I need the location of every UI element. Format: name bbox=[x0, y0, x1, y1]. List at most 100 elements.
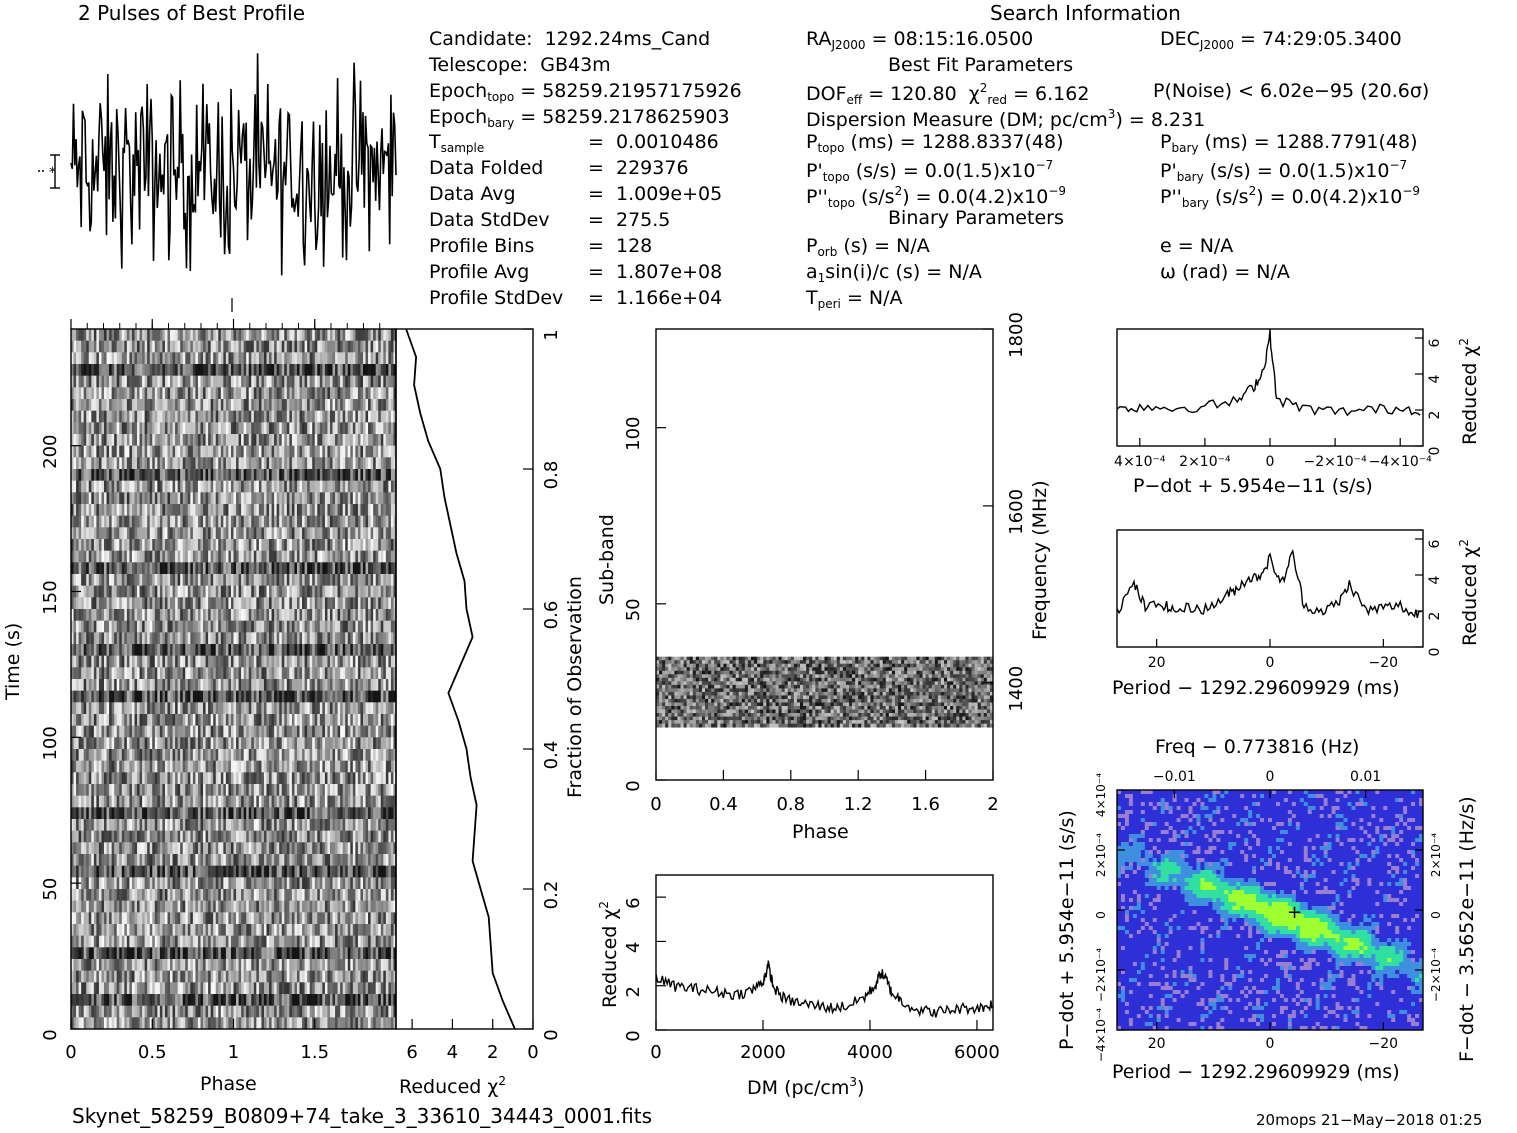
timephase-cell bbox=[266, 375, 270, 388]
timephase-cell bbox=[296, 457, 300, 470]
timephase-cell bbox=[104, 410, 107, 423]
timephase-cell bbox=[114, 644, 118, 657]
timephase-cell bbox=[253, 352, 257, 365]
timephase-cell bbox=[276, 527, 280, 540]
timephase-cell bbox=[342, 329, 346, 342]
timephase-cell bbox=[350, 597, 354, 610]
timephase-cell bbox=[218, 434, 222, 447]
timephase-cell bbox=[200, 480, 204, 493]
timephase-cell bbox=[200, 749, 204, 762]
timephase-cell bbox=[241, 562, 245, 575]
timephase-cell bbox=[357, 679, 361, 692]
timephase-cell bbox=[225, 597, 229, 610]
timephase-cell bbox=[106, 702, 110, 715]
timephase-cell bbox=[289, 422, 293, 435]
timephase-cell bbox=[83, 585, 87, 598]
timephase-cell bbox=[368, 469, 372, 482]
timephase-cell bbox=[390, 655, 394, 668]
timephase-cell bbox=[142, 737, 146, 750]
timephase-cell bbox=[116, 375, 120, 388]
timephase-cell bbox=[76, 504, 80, 517]
timephase-cell bbox=[116, 609, 120, 622]
timephase-cell bbox=[129, 434, 133, 447]
timephase-cell bbox=[223, 329, 227, 342]
timephase-cell bbox=[86, 352, 90, 365]
timephase-cell bbox=[352, 597, 356, 610]
timephase-cell bbox=[329, 772, 333, 785]
timephase-cell bbox=[370, 504, 374, 517]
timephase-cell bbox=[274, 760, 278, 773]
timephase-cell bbox=[286, 352, 290, 365]
timephase-cell bbox=[106, 597, 110, 610]
timephase-cell bbox=[368, 375, 372, 388]
timephase-cell bbox=[329, 574, 333, 587]
timephase-cell bbox=[93, 504, 97, 517]
timephase-cell bbox=[126, 632, 130, 645]
timephase-cell bbox=[258, 632, 262, 645]
timephase-cell bbox=[368, 364, 372, 377]
timephase-cell bbox=[271, 772, 275, 785]
timephase-cell bbox=[210, 749, 214, 762]
timephase-cell bbox=[134, 620, 138, 633]
timephase-cell bbox=[263, 714, 267, 727]
timephase-cell bbox=[104, 725, 107, 738]
timephase-cell bbox=[302, 574, 305, 587]
timephase-cell bbox=[243, 480, 247, 493]
timephase-cell bbox=[170, 457, 173, 470]
timephase-cell bbox=[345, 527, 349, 540]
timephase-cell bbox=[246, 772, 250, 785]
timephase-cell bbox=[195, 550, 199, 563]
timephase-cell bbox=[152, 749, 156, 762]
timephase-cell bbox=[236, 527, 239, 540]
timephase-cell bbox=[86, 387, 90, 400]
timephase-cell bbox=[195, 737, 199, 750]
timephase-cell bbox=[271, 655, 275, 668]
timephase-cell bbox=[335, 410, 338, 423]
timephase-cell bbox=[360, 352, 364, 365]
timephase-cell bbox=[119, 515, 123, 528]
timephase-cell bbox=[139, 504, 143, 517]
timephase-cell bbox=[116, 457, 120, 470]
timephase-cell bbox=[256, 690, 260, 703]
timephase-cell bbox=[373, 667, 377, 680]
timephase-cell bbox=[190, 434, 194, 447]
timephase-cell bbox=[314, 679, 318, 692]
timephase-cell bbox=[195, 655, 199, 668]
timephase-cell bbox=[342, 410, 346, 423]
timephase-cell bbox=[230, 410, 234, 423]
timephase-cell bbox=[167, 480, 171, 493]
timephase-cell bbox=[281, 562, 285, 575]
timephase-cell bbox=[215, 655, 219, 668]
timephase-cell bbox=[164, 480, 168, 493]
timephase-cell bbox=[360, 772, 364, 785]
timephase-cell bbox=[263, 399, 267, 412]
timephase-cell bbox=[337, 737, 341, 750]
timephase-cell bbox=[129, 574, 133, 587]
timephase-cell bbox=[223, 679, 227, 692]
timephase-cell bbox=[91, 690, 95, 703]
timephase-cell bbox=[233, 597, 237, 610]
timephase-cell bbox=[261, 375, 265, 388]
timephase-cell bbox=[192, 457, 196, 470]
timephase-cell bbox=[352, 445, 356, 458]
timephase-cell bbox=[276, 550, 280, 563]
timephase-cell bbox=[253, 585, 257, 598]
timephase-cell bbox=[365, 375, 369, 388]
timephase-cell bbox=[91, 504, 95, 517]
timephase-cell bbox=[129, 585, 133, 598]
timephase-cell bbox=[390, 597, 394, 610]
timephase-cell bbox=[236, 504, 239, 517]
timephase-cell bbox=[378, 597, 382, 610]
timephase-cell bbox=[322, 422, 326, 435]
timephase-cell bbox=[233, 445, 237, 458]
timephase-cell bbox=[388, 480, 392, 493]
timephase-cell bbox=[180, 655, 184, 668]
timephase-cell bbox=[342, 434, 346, 447]
timephase-cell bbox=[327, 585, 331, 598]
timephase-cell bbox=[134, 550, 138, 563]
timephase-cell bbox=[251, 422, 255, 435]
timephase-cell bbox=[134, 387, 138, 400]
timephase-cell bbox=[388, 399, 392, 412]
timephase-cell bbox=[289, 550, 293, 563]
timephase-cell bbox=[175, 364, 179, 377]
